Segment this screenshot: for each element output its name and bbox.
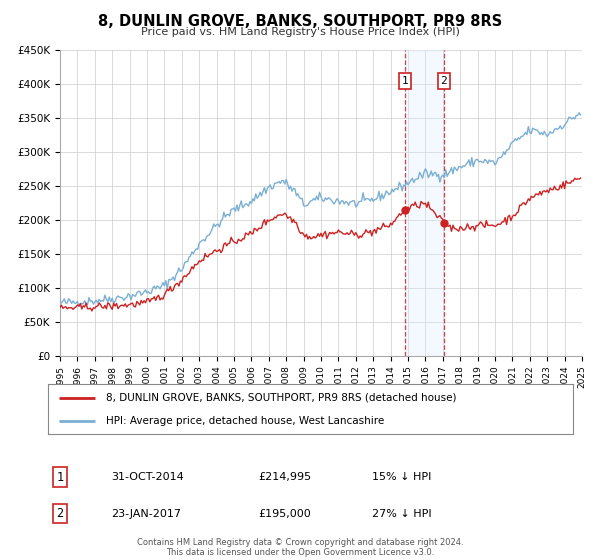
Text: 31-OCT-2014: 31-OCT-2014: [111, 472, 184, 482]
Text: 1: 1: [56, 470, 64, 484]
Text: 2: 2: [440, 76, 447, 86]
Text: Price paid vs. HM Land Registry's House Price Index (HPI): Price paid vs. HM Land Registry's House …: [140, 27, 460, 37]
Text: 27% ↓ HPI: 27% ↓ HPI: [372, 508, 431, 519]
Text: HPI: Average price, detached house, West Lancashire: HPI: Average price, detached house, West…: [106, 417, 384, 426]
Bar: [405, 50, 444, 356]
Text: Contains HM Land Registry data © Crown copyright and database right 2024.
This d: Contains HM Land Registry data © Crown c…: [137, 538, 463, 557]
Text: £195,000: £195,000: [258, 508, 311, 519]
Text: 8, DUNLIN GROVE, BANKS, SOUTHPORT, PR9 8RS: 8, DUNLIN GROVE, BANKS, SOUTHPORT, PR9 8…: [98, 14, 502, 29]
Text: 2: 2: [56, 507, 64, 520]
Text: 8, DUNLIN GROVE, BANKS, SOUTHPORT, PR9 8RS (detached house): 8, DUNLIN GROVE, BANKS, SOUTHPORT, PR9 8…: [106, 393, 456, 403]
Text: 23-JAN-2017: 23-JAN-2017: [111, 508, 181, 519]
Text: £214,995: £214,995: [258, 472, 311, 482]
Text: 15% ↓ HPI: 15% ↓ HPI: [372, 472, 431, 482]
Text: 1: 1: [401, 76, 409, 86]
